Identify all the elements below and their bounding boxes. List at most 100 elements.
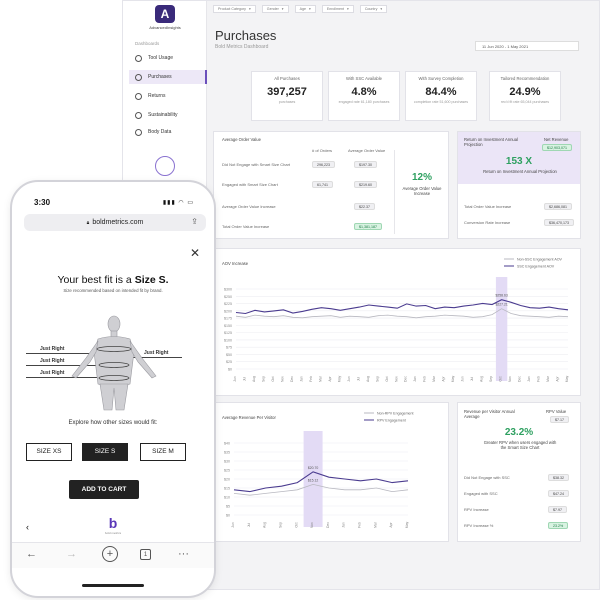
x-tick-label: Aug [366,376,370,382]
x-tick-label: Sep [278,522,282,528]
data-label: $20.70 [308,466,318,470]
filter-age[interactable]: Age ▾ [294,5,316,13]
aov-header-row: # of Orders Average Order Value [214,148,448,156]
highlight-band [495,277,508,381]
x-tick-label: Dec [326,522,330,528]
size-s-button[interactable]: SIZE S [82,443,128,461]
url-bar[interactable]: 🔒︎ boldmetrics.com ⇪ [24,214,206,231]
filter-country[interactable]: Country ▾ [359,5,388,13]
rpv-side-panel: Revenue per Visitor Annual Average RPV V… [457,402,581,542]
y-tick-label: $175 [224,317,232,321]
filter-label: Gender [266,7,279,11]
returns-icon [135,92,142,100]
date-range-picker[interactable]: 11 Jun 2020 - 1 May 2021 [475,41,579,51]
sidebar-item-tool-usage[interactable]: Tool Usage [129,51,207,65]
sidebar-item-body-data[interactable]: Body Data [129,125,207,139]
logo-text: bold metrics [104,531,122,535]
fit-label-hip: Just Right [40,370,65,376]
filter-product-category[interactable]: Product Category ▾ [213,5,256,13]
y-tick-label: $250 [224,295,232,299]
x-tick-label: Mar [546,375,550,382]
sidebar-item-label: Tool Usage [148,55,174,61]
chevron-left-icon[interactable]: ‹ [26,522,29,532]
size-m-button[interactable]: SIZE M [140,443,186,461]
data-label: $15.12 [308,478,318,482]
mannequin-figure [71,315,157,411]
avatar[interactable] [155,156,175,176]
body-icon [135,128,142,136]
x-tick-label: Jun [233,376,237,382]
status-time: 3:30 [34,198,51,207]
row-value: $1,381,187 [354,223,382,230]
legend-label: RPV Engagement [377,418,406,422]
x-tick-label: Oct [499,376,503,381]
aov-big-value: 12% [411,172,432,183]
x-tick-label: Jun [461,376,465,382]
kpi-sub: rec'd fit rate 65,044 purchases [500,100,550,104]
dollar-icon [135,73,142,81]
series-line-non-engaged [233,483,409,496]
kpi-sub: engaged rate 61,180 purchases [338,100,390,104]
x-tick-label: Aug [480,376,484,382]
x-tick-label: Jul [356,377,360,382]
sidebar-item-returns[interactable]: Returns [129,89,207,103]
size-xs-button[interactable]: SIZE XS [26,443,72,461]
aov-chart-panel: AOV Increase $0 $25 $50 $75 $100 $125 $150 $175… [213,248,581,396]
more-icon[interactable]: ··· [178,548,189,560]
aov-row: Did Not Engage with Smart Size Chart 296… [214,161,448,170]
sidebar-item-purchases[interactable]: Purchases [129,70,207,84]
x-tick-label: Apr [389,521,393,527]
new-tab-icon[interactable]: + [102,546,118,562]
x-tick-label: Feb [358,522,362,528]
filter-label: Country [364,7,378,11]
divider [394,150,395,234]
y-tick-label: $125 [224,331,232,335]
y-tick-label: $0 [228,368,232,372]
sidebar-item-sustainability[interactable]: Sustainability [129,108,207,122]
forward-arrow-icon[interactable]: → [66,548,77,560]
fit-size: Size S. [134,274,169,286]
rpv-col-value: $7.17 [550,416,569,423]
aov-row: Average Order Value Increase $22.37 [214,203,448,212]
kpi-card-tailored-rec: Tailored Recommendation 24.9% rec'd fit … [489,71,561,121]
x-tick-label: Sep [489,376,493,382]
tabs-icon[interactable]: 1 [140,549,151,560]
y-tick-label: $20 [224,478,230,482]
x-tick-label: May [565,375,569,382]
filter-bar: Product Category ▾ Gender ▾ Age ▾ Enrollmen… [213,5,388,13]
back-arrow-icon[interactable]: ← [26,548,37,560]
legend-label: SSC Engagement AOV [517,264,555,268]
y-tick-label: $15 [224,487,230,491]
logo-mark: b [108,515,118,531]
row-label: Did Not Engage with SSC [464,475,510,480]
filter-gender[interactable]: Gender ▾ [261,5,289,13]
close-icon[interactable]: ✕ [189,246,200,260]
add-to-cart-button[interactable]: ADD TO CART [69,480,139,499]
x-tick-label: Nov [508,376,512,382]
sidebar-item-label: Returns [148,93,166,99]
y-tick-label: $150 [224,324,232,328]
share-icon[interactable]: ⇪ [191,217,198,226]
x-tick-label: Aug [252,376,256,382]
sidebar-item-label: Sustainability [148,112,178,118]
roi-highlight [458,132,580,184]
x-tick-label: Jun [231,522,235,528]
rpv-big-value: 23.2% [504,427,534,438]
chart-title: AOV Increase [222,261,249,266]
row-value: 23.2% [548,522,569,529]
x-tick-label: Dec [404,376,408,382]
y-tick-label: $75 [226,346,232,350]
leaf-icon [135,111,142,119]
filter-enrollment[interactable]: Enrollment ▾ [321,5,354,13]
fit-line [26,353,102,354]
rpv-row: Engaged with SSC $47.24 [458,490,580,499]
browser-toolbar: ← → + 1 ··· [12,542,214,568]
row-label: RPV Increase [464,507,489,512]
chart-title: Average Revenue Per Visitor [222,415,276,420]
roi-big-value: 153 X [505,156,533,167]
roi-row: Conversion Rate Increase $36,470,173 [458,219,580,228]
rpv-row: RPV Increase % 23.2% [458,522,580,531]
y-tick-label: $30 [224,460,230,464]
highlight-band [303,431,323,527]
chevron-down-icon: ▾ [380,7,383,11]
